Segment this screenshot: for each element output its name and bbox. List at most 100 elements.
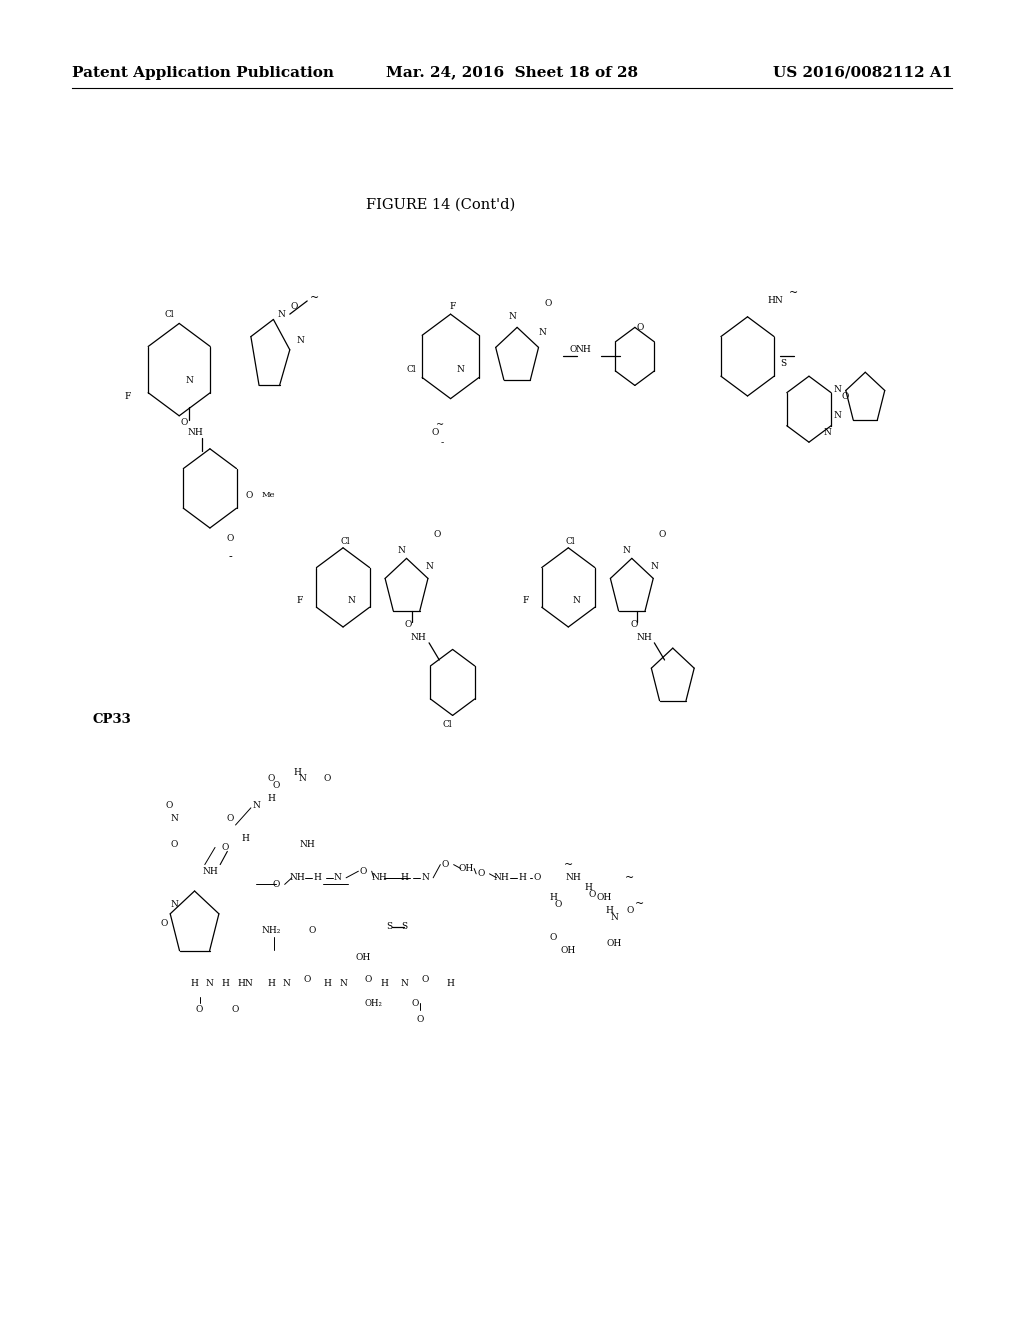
Text: N: N <box>298 775 306 783</box>
Text: N: N <box>650 562 658 570</box>
Text: Cl: Cl <box>407 366 417 374</box>
Text: O: O <box>630 620 638 628</box>
Text: F: F <box>125 392 131 400</box>
Text: O: O <box>433 531 441 539</box>
Text: OH: OH <box>597 894 611 902</box>
Text: O: O <box>441 861 450 869</box>
Text: H: H <box>446 979 455 987</box>
Text: O: O <box>170 841 178 849</box>
Text: N: N <box>834 385 842 393</box>
Text: O: O <box>658 531 667 539</box>
Text: OH: OH <box>561 946 575 954</box>
Text: N: N <box>623 546 631 554</box>
Text: ~: ~ <box>436 421 444 429</box>
Text: OH: OH <box>459 865 473 873</box>
Text: N: N <box>347 597 355 605</box>
Text: OH₂: OH₂ <box>365 999 383 1007</box>
Text: ~: ~ <box>309 293 319 304</box>
Text: O: O <box>365 975 373 983</box>
Text: NH: NH <box>371 874 387 882</box>
Text: N: N <box>508 313 516 321</box>
Text: -: - <box>228 552 232 562</box>
Text: N: N <box>170 814 178 822</box>
Text: H: H <box>518 874 526 882</box>
Text: H: H <box>605 907 613 915</box>
Text: HN: HN <box>238 979 254 987</box>
Text: N: N <box>421 874 429 882</box>
Text: O: O <box>231 1006 240 1014</box>
Text: NH: NH <box>289 874 305 882</box>
Text: ~: ~ <box>788 288 799 298</box>
Text: N: N <box>397 546 406 554</box>
Text: ~: ~ <box>563 859 573 870</box>
Text: O: O <box>308 927 316 935</box>
Text: CP33: CP33 <box>92 713 131 726</box>
Text: O: O <box>324 775 332 783</box>
Text: NH: NH <box>187 429 204 437</box>
Text: NH: NH <box>411 634 427 642</box>
Text: NH: NH <box>494 874 510 882</box>
Text: H: H <box>585 883 593 891</box>
Text: O: O <box>226 814 234 822</box>
Text: N: N <box>339 979 347 987</box>
Text: NH: NH <box>202 867 218 875</box>
Text: Patent Application Publication: Patent Application Publication <box>72 66 334 79</box>
Text: O: O <box>626 907 634 915</box>
Text: N: N <box>572 597 581 605</box>
Text: H: H <box>324 979 332 987</box>
Text: O: O <box>534 874 542 882</box>
Text: Me: Me <box>261 491 274 499</box>
Text: O: O <box>569 346 578 354</box>
Text: Cl: Cl <box>442 721 453 729</box>
Text: O: O <box>411 999 419 1007</box>
Text: N: N <box>834 412 842 420</box>
Text: F: F <box>450 302 456 310</box>
Text: S: S <box>386 923 392 931</box>
Text: O: O <box>416 1015 424 1023</box>
Text: H: H <box>190 979 199 987</box>
Text: ~: ~ <box>635 899 645 909</box>
Text: O: O <box>226 535 234 543</box>
Text: H: H <box>549 894 557 902</box>
Text: S: S <box>780 359 786 367</box>
Text: Cl: Cl <box>164 310 174 318</box>
Text: O: O <box>636 323 644 331</box>
Text: O: O <box>477 870 485 878</box>
Text: H: H <box>400 874 409 882</box>
Text: N: N <box>170 900 178 908</box>
Text: NH: NH <box>299 841 315 849</box>
Text: N: N <box>823 429 831 437</box>
Text: OH: OH <box>356 953 371 961</box>
Text: N: N <box>334 874 342 882</box>
Text: O: O <box>272 880 281 888</box>
Text: H: H <box>293 768 301 776</box>
Text: NH₂: NH₂ <box>262 927 281 935</box>
Text: O: O <box>588 891 596 899</box>
Text: O: O <box>841 392 849 400</box>
Text: N: N <box>610 913 618 921</box>
Text: O: O <box>544 300 552 308</box>
Text: HN: HN <box>768 297 783 305</box>
Text: O: O <box>196 1006 204 1014</box>
Text: O: O <box>221 843 229 851</box>
Text: O: O <box>180 418 188 426</box>
Text: H: H <box>313 874 322 882</box>
Text: H: H <box>380 979 388 987</box>
Text: O: O <box>549 933 557 941</box>
Text: S: S <box>401 923 408 931</box>
Text: O: O <box>554 900 562 908</box>
Text: N: N <box>278 310 286 318</box>
Text: O: O <box>267 775 275 783</box>
Text: F: F <box>297 597 303 605</box>
Text: OH: OH <box>607 940 622 948</box>
Text: Mar. 24, 2016  Sheet 18 of 28: Mar. 24, 2016 Sheet 18 of 28 <box>386 66 638 79</box>
Text: -: - <box>440 438 444 446</box>
Text: Cl: Cl <box>340 537 350 545</box>
Text: O: O <box>290 302 298 310</box>
Text: H: H <box>242 834 250 842</box>
Text: O: O <box>303 975 311 983</box>
Text: H: H <box>267 795 275 803</box>
Text: H: H <box>267 979 275 987</box>
Text: N: N <box>425 562 433 570</box>
Text: N: N <box>400 979 409 987</box>
